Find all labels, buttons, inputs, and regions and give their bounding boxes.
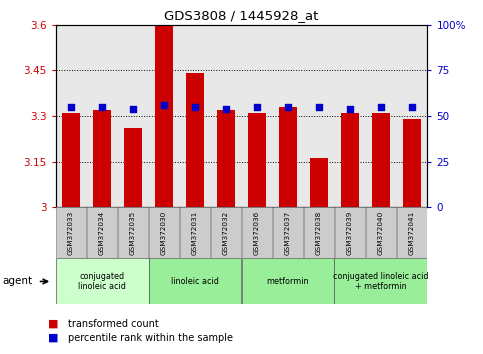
Text: GSM372038: GSM372038	[316, 211, 322, 255]
Text: ■: ■	[48, 333, 59, 343]
Bar	[242, 207, 272, 258]
Bar	[248, 113, 266, 207]
Text: GSM372041: GSM372041	[409, 211, 415, 255]
Bar	[62, 113, 80, 207]
Text: ■: ■	[48, 319, 59, 329]
Text: GSM372035: GSM372035	[130, 211, 136, 255]
Text: GSM372040: GSM372040	[378, 211, 384, 255]
Bar	[180, 207, 210, 258]
Text: GSM372032: GSM372032	[223, 211, 229, 255]
Bar	[149, 258, 242, 304]
Text: linoleic acid: linoleic acid	[171, 277, 219, 286]
Point	[98, 104, 106, 110]
Text: GSM372030: GSM372030	[161, 211, 167, 255]
Bar	[217, 110, 235, 207]
Point	[346, 106, 354, 112]
Bar	[149, 207, 179, 258]
Bar	[118, 207, 148, 258]
Point	[67, 104, 75, 110]
Point	[253, 104, 261, 110]
Bar	[87, 207, 117, 258]
Bar	[341, 113, 359, 207]
Bar	[56, 258, 149, 304]
Text: GSM372031: GSM372031	[192, 211, 198, 255]
Point	[129, 106, 137, 112]
Point	[315, 104, 323, 110]
Text: GSM372033: GSM372033	[68, 211, 74, 255]
Point	[191, 104, 199, 110]
Text: GDS3808 / 1445928_at: GDS3808 / 1445928_at	[164, 9, 319, 22]
Bar	[372, 113, 390, 207]
Bar	[397, 207, 427, 258]
Bar	[304, 207, 334, 258]
Bar	[403, 119, 421, 207]
Text: GSM372037: GSM372037	[285, 211, 291, 255]
Text: transformed count: transformed count	[68, 319, 158, 329]
Bar	[366, 207, 396, 258]
Text: GSM372034: GSM372034	[99, 211, 105, 255]
Point	[222, 106, 230, 112]
Bar	[56, 207, 86, 258]
Point	[284, 104, 292, 110]
Bar	[310, 159, 328, 207]
Bar	[124, 128, 142, 207]
Text: GSM372036: GSM372036	[254, 211, 260, 255]
Text: GSM372039: GSM372039	[347, 211, 353, 255]
Text: conjugated
linoleic acid: conjugated linoleic acid	[78, 272, 126, 291]
Point	[408, 104, 416, 110]
Bar	[155, 25, 173, 207]
Point	[160, 102, 168, 108]
Point	[377, 104, 385, 110]
Text: percentile rank within the sample: percentile rank within the sample	[68, 333, 233, 343]
Bar	[93, 110, 112, 207]
Text: metformin: metformin	[267, 277, 309, 286]
Text: conjugated linoleic acid
+ metformin: conjugated linoleic acid + metformin	[333, 272, 429, 291]
Bar	[273, 207, 303, 258]
Text: agent: agent	[2, 276, 32, 286]
Bar	[186, 73, 204, 207]
Bar	[242, 258, 334, 304]
Bar	[334, 258, 427, 304]
Bar	[335, 207, 365, 258]
Bar	[211, 207, 241, 258]
Bar	[279, 107, 297, 207]
